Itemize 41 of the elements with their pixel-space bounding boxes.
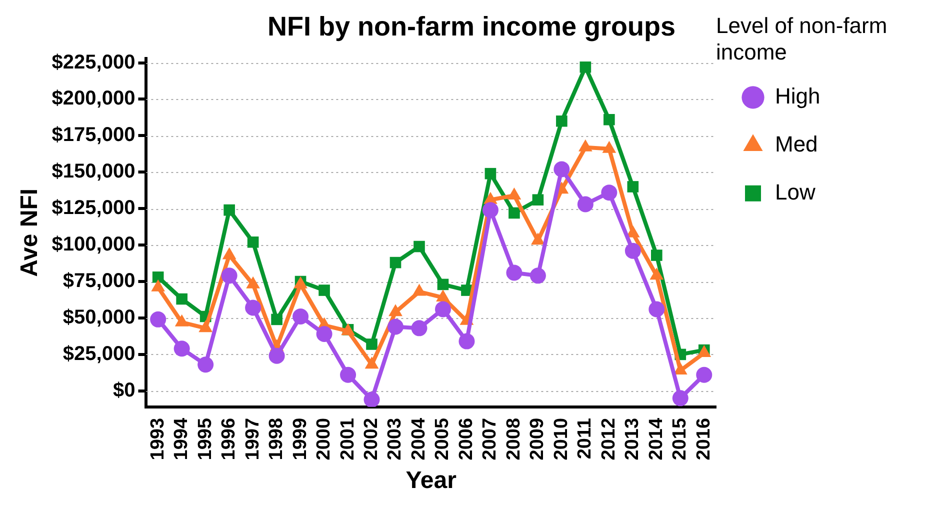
y-axis-title: Ave NFI xyxy=(16,188,44,277)
x-tick-label: 2004 xyxy=(408,418,430,460)
x-tick-label: 1995 xyxy=(194,418,216,460)
x-tick-label: 1993 xyxy=(147,418,168,460)
chart-title: NFI by non-farm income groups xyxy=(267,12,676,42)
x-tick-label: 2015 xyxy=(670,418,691,460)
x-tick-label: 2001 xyxy=(337,418,358,460)
y-tick-label: $225,000 xyxy=(52,51,136,74)
legend-label: Low xyxy=(775,179,816,204)
legend-label: High xyxy=(775,83,820,108)
x-tick-label: 2013 xyxy=(622,418,644,460)
y-tick-label: $0 xyxy=(112,379,136,402)
y-tick-label: $100,000 xyxy=(52,234,136,256)
y-tick-label: $200,000 xyxy=(52,88,136,110)
x-tick-label: 1997 xyxy=(242,418,264,460)
legend-title: Level of non-farm income xyxy=(716,13,888,64)
x-tick-label: 1998 xyxy=(266,418,288,460)
x-tick-label: 2005 xyxy=(432,418,454,460)
y-tick-label: $175,000 xyxy=(52,124,136,146)
x-tick-label: 2016 xyxy=(693,418,714,460)
y-tick-label: $25,000 xyxy=(62,342,136,365)
x-tick-label: 1994 xyxy=(171,418,192,460)
y-tick-label: $150,000 xyxy=(52,160,136,183)
x-tick-label: 2007 xyxy=(480,418,501,460)
y-tick-label: $125,000 xyxy=(52,197,136,220)
x-tick-label: 1999 xyxy=(290,418,311,460)
legend-label: Med xyxy=(775,131,818,156)
x-axis-title: Year xyxy=(406,467,456,494)
x-tick-label: 2010 xyxy=(550,418,572,460)
x-tick-label: 2009 xyxy=(527,418,548,460)
x-tick-label: 2003 xyxy=(384,418,406,460)
x-tick-label: 2014 xyxy=(646,418,667,460)
x-tick-label: 2006 xyxy=(456,418,477,460)
y-tick-label: $75,000 xyxy=(62,270,136,292)
x-tick-label: 1996 xyxy=(218,418,240,460)
y-tick-label: $50,000 xyxy=(62,306,136,328)
x-tick-label: 2011 xyxy=(574,418,596,460)
x-tick-label: 2000 xyxy=(314,418,335,460)
x-tick-label: 2008 xyxy=(503,418,524,460)
x-tick-label: 2012 xyxy=(598,418,620,460)
x-tick-label: 2002 xyxy=(360,418,382,460)
